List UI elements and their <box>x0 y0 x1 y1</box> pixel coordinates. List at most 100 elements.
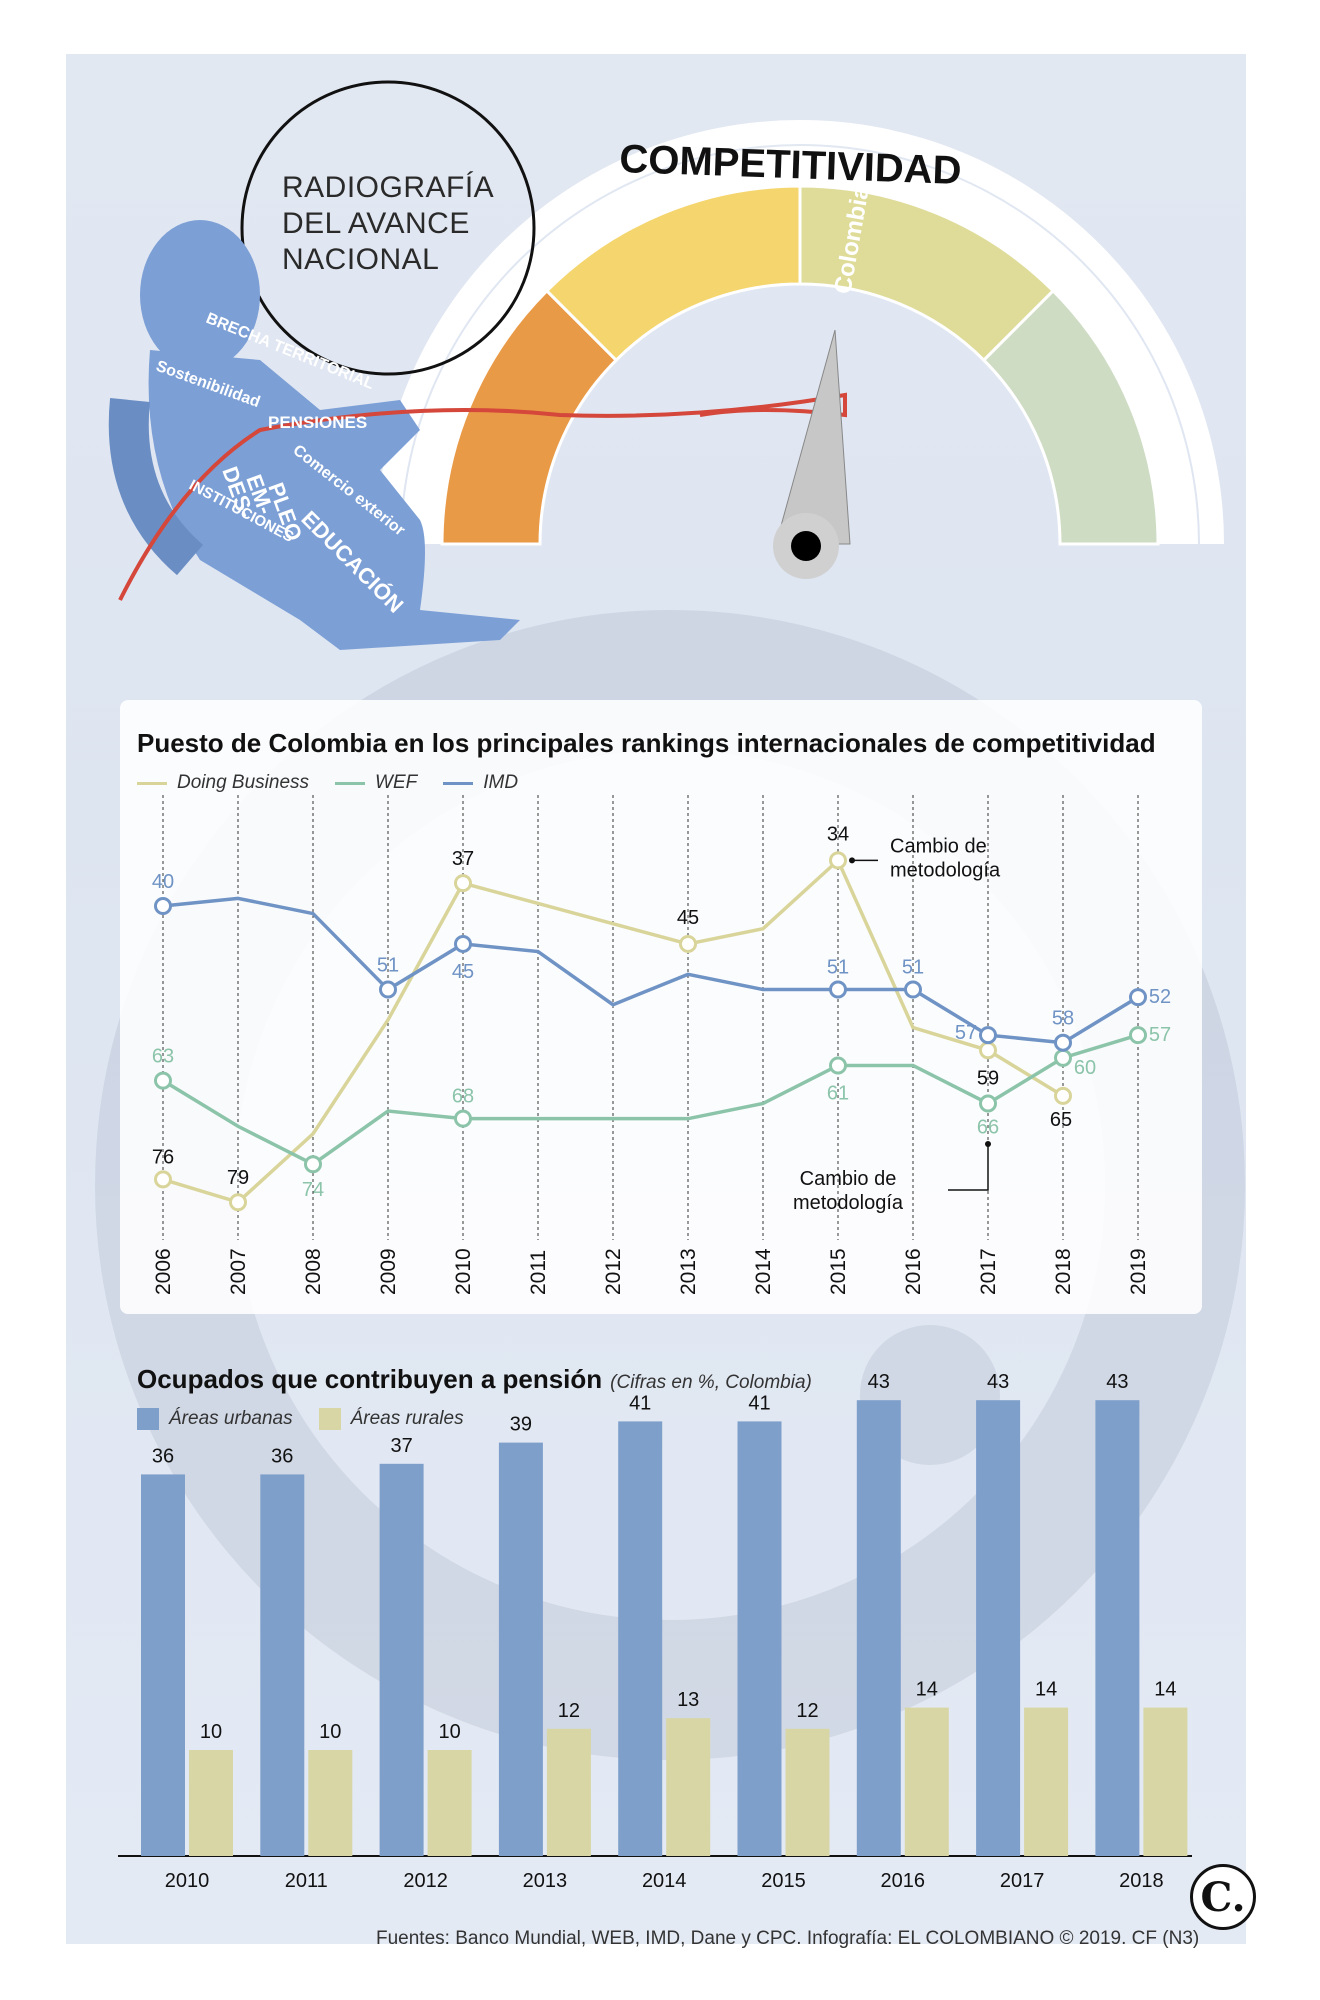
data-point <box>904 980 922 999</box>
legend-swatch <box>318 1408 341 1430</box>
ranking-chart-panel <box>120 700 1202 1314</box>
legend-item-imd: IMD <box>443 772 518 794</box>
data-point <box>304 1155 322 1174</box>
bar-value-label: 13 <box>677 1689 699 1711</box>
bar <box>1143 1707 1188 1856</box>
series-line <box>162 1033 1139 1167</box>
x-tick-label: 2017 <box>1000 1870 1045 1892</box>
legend-swatch <box>335 781 366 785</box>
x-tick-label: 2015 <box>761 1870 806 1892</box>
gauge-segments <box>440 184 1160 546</box>
bar-chart-subtitle: (Cifras en %, Colombia) <box>610 1372 812 1393</box>
bar <box>618 1421 663 1856</box>
ranking-line-chart: 2006 2007 2008 2009 2010 2011 2012 2013 2014 2015… <box>152 795 1171 1295</box>
legend-label: Áreas urbanas <box>169 1408 293 1429</box>
bar-value-label: 10 <box>200 1721 222 1743</box>
bar-value-label: 36 <box>152 1445 174 1467</box>
x-tick-label: 2015 <box>827 1248 850 1295</box>
bar-value-label: 10 <box>438 1721 460 1743</box>
data-label: 68 <box>452 1086 474 1108</box>
bar-value-label: 43 <box>868 1371 890 1393</box>
bar <box>498 1442 543 1856</box>
bar-value-label: 10 <box>319 1721 341 1743</box>
x-tick-label: 2008 <box>302 1248 325 1295</box>
data-label: 51 <box>827 957 849 979</box>
bar-value-label: 43 <box>987 1371 1009 1393</box>
legend-label: Áreas rurales <box>350 1408 464 1429</box>
annotation-text: Cambio de <box>890 835 987 857</box>
bar-value-label: 41 <box>748 1392 770 1414</box>
data-label: 61 <box>827 1082 849 1104</box>
data-point <box>454 1109 472 1128</box>
data-label: 57 <box>1149 1024 1171 1046</box>
x-tick-label: 2013 <box>523 1870 568 1892</box>
x-tick-label: 2009 <box>377 1248 400 1295</box>
bar-chart-legend: Áreas urbanas Áreas rurales <box>137 1408 464 1430</box>
x-tick-label: 2007 <box>227 1248 250 1295</box>
x-tick-label: 2013 <box>677 1248 700 1295</box>
data-label: 37 <box>452 848 474 870</box>
legend-swatch <box>443 781 474 785</box>
bar <box>666 1718 711 1856</box>
data-label: 52 <box>1149 986 1171 1008</box>
bar <box>546 1728 591 1856</box>
bar <box>737 1421 782 1856</box>
x-tick-label: 2014 <box>642 1870 687 1892</box>
bar <box>904 1707 949 1856</box>
bar-value-label: 12 <box>796 1700 818 1722</box>
bar-value-label: 12 <box>558 1700 580 1722</box>
data-point <box>829 851 847 870</box>
bar <box>785 1728 830 1856</box>
data-point <box>229 1193 247 1212</box>
x-tick-label: 2010 <box>165 1870 210 1892</box>
x-tick-label: 2017 <box>977 1248 1000 1295</box>
data-point <box>1054 1086 1072 1105</box>
x-tick-label: 2019 <box>1127 1248 1150 1295</box>
bar <box>379 1463 424 1856</box>
bar <box>1024 1707 1069 1856</box>
data-label: 57 <box>955 1022 977 1044</box>
bar <box>856 1400 901 1856</box>
legend-item-rurales: Áreas rurales <box>318 1408 464 1430</box>
title-circle <box>240 80 536 376</box>
bar <box>141 1474 185 1856</box>
annotation-text: metodología <box>890 859 1001 881</box>
x-tick-label: 2011 <box>285 1870 328 1892</box>
x-tick-label: 2011 <box>527 1250 550 1295</box>
x-tick-label: 2016 <box>881 1870 926 1892</box>
bar-value-label: 43 <box>1106 1371 1128 1393</box>
bar <box>427 1750 472 1856</box>
data-point <box>1054 1033 1072 1052</box>
hero-illustration: COMPETITIVIDAD Colombia BRECHA TERRITORI… <box>108 80 1224 650</box>
x-tick-label: 2014 <box>752 1248 775 1295</box>
annotation-text: Cambio de <box>800 1168 897 1190</box>
hero-title: RADIOGRAFÍA DEL AVANCE NACIONAL <box>282 170 494 278</box>
bar-chart-title: Ocupados que contribuyen a pensión (Cifra… <box>137 1364 812 1395</box>
legend-item-doing-business: Doing Business <box>137 772 309 794</box>
data-point <box>979 1094 997 1113</box>
legend-label: IMD <box>483 772 519 793</box>
data-point <box>829 1056 847 1075</box>
legend-label: WEF <box>375 772 418 793</box>
x-tick-label: 2018 <box>1119 1870 1164 1892</box>
legend-swatch <box>137 1408 159 1430</box>
bar-value-label: 41 <box>629 1392 651 1414</box>
data-label: 66 <box>977 1116 999 1138</box>
hero-title-line: NACIONAL <box>282 243 440 276</box>
data-label: 58 <box>1052 1008 1074 1030</box>
source-credit: Fuentes: Banco Mundial, WEB, IMD, Dane y… <box>376 1928 1200 1949</box>
data-label: 76 <box>152 1146 174 1168</box>
bar-value-label: 36 <box>271 1445 293 1467</box>
data-point <box>1129 988 1147 1007</box>
data-label: 59 <box>977 1067 999 1089</box>
data-label: 34 <box>827 823 849 845</box>
x-tick-label: 2006 <box>152 1248 175 1295</box>
bar-value-label: 37 <box>390 1435 412 1457</box>
data-point <box>1129 1026 1147 1045</box>
series-line <box>162 896 1139 1045</box>
bar-value-label: 39 <box>510 1414 532 1436</box>
data-point <box>679 934 697 953</box>
data-point <box>454 874 472 893</box>
legend-swatch <box>137 781 167 785</box>
data-label: 74 <box>302 1179 324 1201</box>
